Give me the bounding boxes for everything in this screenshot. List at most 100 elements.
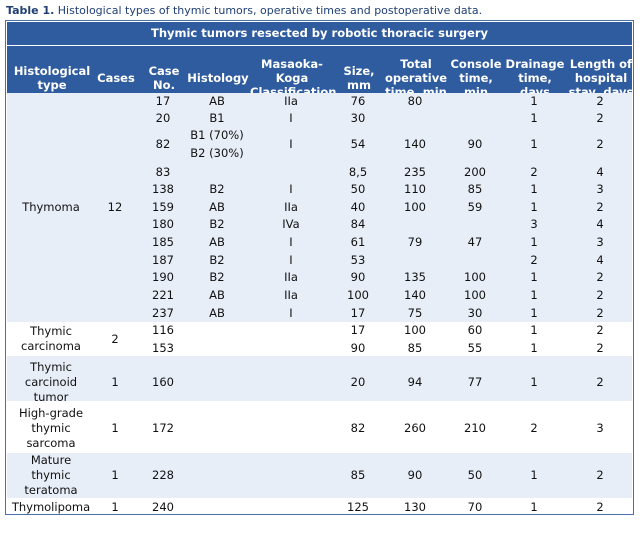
cell-histology: B1 bbox=[209, 111, 225, 125]
cell-case: 138 bbox=[152, 182, 174, 196]
cell-stay: 2 bbox=[596, 200, 604, 214]
cell-size: 84 bbox=[350, 217, 366, 231]
caption-label: Table 1. bbox=[6, 4, 55, 17]
header-total: operative bbox=[384, 71, 448, 85]
cell-histology: B2 bbox=[209, 182, 225, 196]
cell-drainage: 1 bbox=[530, 306, 538, 320]
cell-drainage: 1 bbox=[530, 270, 538, 284]
group-type-label: Thymic bbox=[30, 324, 72, 338]
cell-total: 80 bbox=[407, 94, 423, 108]
cell-console: 85 bbox=[467, 182, 483, 196]
cell-case: 221 bbox=[152, 288, 174, 302]
group-type-label: sarcoma bbox=[26, 435, 76, 450]
cell-total: 135 bbox=[404, 270, 426, 284]
cell-histology: B2 bbox=[209, 217, 225, 231]
cell-total: 85 bbox=[407, 341, 423, 355]
group-type-label: carcinoma bbox=[21, 339, 81, 353]
cell-console: 55 bbox=[467, 341, 483, 355]
cell-masaoka: I bbox=[289, 253, 293, 267]
group-type-label: Thymolipoma bbox=[11, 499, 91, 514]
group-type-label: Mature bbox=[30, 452, 72, 467]
cell-stay: 2 bbox=[596, 111, 604, 125]
cell-total: 235 bbox=[404, 165, 426, 179]
cell-total: 110 bbox=[404, 182, 426, 196]
cell-size: 8,5 bbox=[348, 165, 368, 179]
cell-masaoka: IIa bbox=[284, 200, 298, 214]
header-type: Histological bbox=[13, 64, 91, 78]
group-band bbox=[7, 93, 632, 322]
cell-console: 47 bbox=[467, 235, 483, 249]
group-type-label: High-grade bbox=[18, 405, 84, 420]
cell-drainage: 1 bbox=[530, 468, 538, 482]
cell-drainage: 1 bbox=[530, 500, 538, 514]
header-console: Console bbox=[450, 57, 502, 71]
group-cases: 2 bbox=[111, 332, 119, 346]
cell-drainage: 1 bbox=[530, 235, 538, 249]
group-band bbox=[7, 453, 632, 498]
cell-stay: 3 bbox=[596, 421, 604, 435]
cell-masaoka: IVa bbox=[282, 217, 300, 231]
cell-total: 79 bbox=[407, 235, 423, 249]
cell-stay: 2 bbox=[596, 341, 604, 355]
header-stay: Length of bbox=[569, 57, 633, 71]
cell-masaoka: IIa bbox=[284, 94, 298, 108]
cell-size: 90 bbox=[350, 270, 366, 284]
cell-console: 210 bbox=[464, 421, 486, 435]
cell-histology: AB bbox=[209, 200, 225, 214]
group-type-label: Thymic bbox=[30, 359, 72, 374]
cell-total: 94 bbox=[407, 375, 423, 389]
cell-stay: 2 bbox=[596, 375, 604, 389]
cell-size: 76 bbox=[350, 94, 366, 108]
group-type-label: thymic bbox=[31, 467, 71, 482]
cell-size: 20 bbox=[350, 375, 366, 389]
cell-total: 75 bbox=[407, 306, 423, 320]
cell-masaoka: I bbox=[289, 137, 293, 151]
cell-total: 140 bbox=[404, 137, 426, 151]
cell-drainage: 1 bbox=[530, 200, 538, 214]
header-histology: Histology bbox=[187, 71, 249, 85]
cell-case: 83 bbox=[155, 165, 171, 179]
cell-stay: 3 bbox=[596, 235, 604, 249]
cell-case: 190 bbox=[152, 270, 174, 284]
group-band bbox=[7, 356, 632, 401]
cell-total: 100 bbox=[404, 323, 426, 337]
cell-masaoka: I bbox=[289, 235, 293, 249]
cell-size: 61 bbox=[350, 235, 366, 249]
cell-stay: 2 bbox=[596, 323, 604, 337]
table-title: Thymic tumors resected by robotic thorac… bbox=[7, 22, 632, 45]
header-total: Total bbox=[400, 57, 432, 71]
cell-stay: 2 bbox=[596, 500, 604, 514]
cell-drainage: 1 bbox=[530, 288, 538, 302]
group-cases: 1 bbox=[111, 375, 119, 389]
cell-stay: 2 bbox=[596, 94, 604, 108]
cell-histology: AB bbox=[209, 235, 225, 249]
header-type: type bbox=[37, 78, 67, 92]
cell-size: 82 bbox=[350, 421, 366, 435]
header-cases: Cases bbox=[97, 71, 135, 85]
cell-drainage: 1 bbox=[530, 94, 538, 108]
cell-drainage: 1 bbox=[530, 375, 538, 389]
cell-stay: 2 bbox=[596, 270, 604, 284]
cell-console: 100 bbox=[464, 270, 486, 284]
cell-stay: 2 bbox=[596, 288, 604, 302]
cell-size: 85 bbox=[350, 468, 366, 482]
cell-histology: B1 (70%) bbox=[190, 128, 244, 142]
cell-masaoka: I bbox=[289, 182, 293, 196]
header-drainage: time, bbox=[518, 71, 552, 85]
cell-stay: 2 bbox=[596, 137, 604, 151]
cell-size: 53 bbox=[350, 253, 366, 267]
caption-text: Histological types of thymic tumors, ope… bbox=[57, 4, 483, 17]
group-cases: 1 bbox=[111, 421, 119, 435]
cell-case: 82 bbox=[155, 137, 171, 151]
cell-case: 187 bbox=[152, 253, 174, 267]
cell-drainage: 2 bbox=[530, 421, 538, 435]
cell-histology: AB bbox=[209, 288, 225, 302]
cell-console: 70 bbox=[467, 500, 483, 514]
cell-console: 59 bbox=[467, 200, 483, 214]
cell-histology: B2 (30%) bbox=[190, 146, 244, 160]
cell-case: 172 bbox=[152, 421, 174, 435]
cell-total: 100 bbox=[404, 200, 426, 214]
cell-stay: 2 bbox=[596, 468, 604, 482]
cell-stay: 2 bbox=[596, 306, 604, 320]
cell-histology: B2 bbox=[209, 253, 225, 267]
